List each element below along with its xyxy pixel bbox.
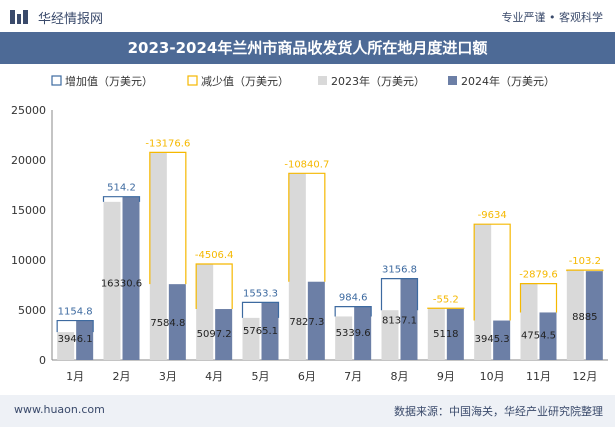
x-tick-label: 12月 bbox=[572, 370, 597, 383]
decrease-box bbox=[519, 283, 558, 313]
x-tick-label: 3月 bbox=[159, 370, 177, 383]
legend-label-increase: 增加值（万美元） bbox=[65, 74, 153, 88]
bar-2023 bbox=[335, 316, 353, 360]
value-label-2024: 5118 bbox=[433, 329, 458, 340]
increase-label: 3156.8 bbox=[382, 265, 417, 276]
legend-label-decrease: 减少值（万美元） bbox=[201, 75, 289, 88]
value-label-2024: 4754.5 bbox=[521, 331, 556, 342]
decrease-label: -13176.6 bbox=[145, 138, 190, 149]
bar-2024 bbox=[215, 309, 233, 360]
bar-2024 bbox=[168, 284, 186, 360]
decrease-label: -55.2 bbox=[433, 294, 459, 305]
value-label-2024: 7827.3 bbox=[289, 317, 324, 328]
legend-label-y2023: 2023年（万美元） bbox=[331, 74, 425, 88]
bar-2023 bbox=[103, 201, 121, 360]
x-tick-label: 1月 bbox=[66, 370, 84, 383]
decrease-label: -103.2 bbox=[569, 256, 601, 267]
chart-title: 2023-2024年兰州市商品收发货人所在地月度进口额 bbox=[127, 39, 488, 57]
footer-url: www.huaon.com bbox=[14, 403, 105, 416]
increase-label: 514.2 bbox=[107, 183, 136, 194]
legend-swatch-increase bbox=[51, 75, 62, 86]
legend: 增加值（万美元） 减少值（万美元） 2023年（万美元） 2024年（万美元） bbox=[51, 74, 555, 88]
y-tick-label: 0 bbox=[39, 354, 46, 367]
decrease-label: -4506.4 bbox=[195, 250, 234, 261]
footer-source: 数据来源：中国海关，华经产业研究院整理 bbox=[394, 405, 603, 418]
y-tick-label: 20000 bbox=[11, 154, 46, 167]
x-tick-label: 11月 bbox=[526, 370, 551, 383]
x-tick-label: 4月 bbox=[205, 370, 223, 383]
x-tick-label: 9月 bbox=[437, 370, 455, 383]
bar-2023 bbox=[381, 310, 399, 360]
increase-label: 984.6 bbox=[339, 293, 368, 304]
x-tick-label: 8月 bbox=[391, 370, 409, 383]
bar-2024 bbox=[261, 302, 279, 360]
y-tick-label: 15000 bbox=[11, 204, 46, 217]
decrease-box bbox=[195, 263, 233, 310]
value-label-2024: 7584.8 bbox=[150, 318, 185, 329]
title-bar: 2023-2024年兰州市商品收发货人所在地月度进口额 bbox=[0, 32, 615, 64]
increase-label: 1553.3 bbox=[243, 288, 278, 299]
decrease-box bbox=[566, 269, 604, 272]
legend-label-y2024: 2024年（万美元） bbox=[461, 74, 555, 88]
decrease-label: -10840.7 bbox=[284, 159, 329, 170]
footer-bar: www.huaon.com 数据来源：中国海关，华经产业研究院整理 bbox=[0, 395, 615, 427]
bar-2023 bbox=[427, 308, 445, 360]
bar-2024 bbox=[585, 271, 603, 360]
bar-2023 bbox=[474, 224, 492, 360]
bar-2023 bbox=[520, 283, 538, 360]
bar-2024 bbox=[122, 196, 140, 360]
decrease-box bbox=[288, 172, 326, 282]
bar-2023 bbox=[57, 332, 75, 360]
increase-box bbox=[241, 301, 280, 318]
bar-2024 bbox=[539, 312, 557, 360]
bar-2024 bbox=[76, 320, 94, 360]
bar-2024 bbox=[307, 281, 325, 360]
y-tick-label: 10000 bbox=[11, 254, 46, 267]
decrease-box bbox=[149, 151, 187, 285]
bar-2024 bbox=[400, 278, 418, 360]
value-label-2024: 8137.1 bbox=[382, 315, 417, 326]
value-label-2024: 5097.2 bbox=[197, 329, 232, 340]
bar-2023 bbox=[149, 152, 167, 360]
tagline: 专业严谨 • 客观科学 bbox=[501, 11, 603, 24]
value-label-2024: 3946.1 bbox=[58, 334, 93, 345]
decrease-box bbox=[427, 307, 465, 309]
bar-2024 bbox=[354, 306, 372, 360]
increase-box bbox=[102, 196, 141, 202]
value-label-2024: 3945.3 bbox=[475, 334, 510, 345]
x-tick-label: 7月 bbox=[344, 370, 362, 383]
y-tick-label: 25000 bbox=[11, 104, 46, 117]
increase-box bbox=[56, 319, 94, 333]
bar-2023 bbox=[566, 270, 584, 360]
x-tick-label: 6月 bbox=[298, 370, 316, 383]
value-label-2024: 5765.1 bbox=[243, 326, 278, 337]
decrease-box bbox=[473, 223, 511, 321]
legend-swatch-decrease bbox=[187, 75, 198, 86]
legend-swatch-2024 bbox=[448, 76, 457, 85]
bar-2023 bbox=[242, 317, 260, 360]
brand-name: 华经情报网 bbox=[38, 12, 104, 27]
value-label-2024: 5339.6 bbox=[336, 328, 371, 339]
y-tick-label: 5000 bbox=[18, 304, 46, 317]
legend-swatch-2023 bbox=[318, 76, 327, 85]
top-bar: 华经情报网 专业严谨 • 客观科学 bbox=[0, 0, 615, 32]
brand-logo-icon bbox=[10, 10, 28, 24]
x-tick-label: 10月 bbox=[480, 370, 505, 383]
x-tick-label: 5月 bbox=[252, 370, 270, 383]
bar-2023 bbox=[288, 173, 306, 360]
plot-area: 0 5000 10000 15000 20000 25000 1154.8 3946.1 1月 5… bbox=[11, 104, 608, 383]
decrease-label: -2879.6 bbox=[519, 270, 558, 281]
increase-box bbox=[334, 306, 372, 317]
x-tick-label: 2月 bbox=[113, 370, 131, 383]
chart: 增加值（万美元） 减少值（万美元） 2023年（万美元） 2024年（万美元） 0 50… bbox=[11, 74, 608, 383]
increase-label: 1154.8 bbox=[58, 307, 93, 318]
bar-2023 bbox=[196, 263, 214, 360]
bar-2024 bbox=[493, 320, 511, 360]
increase-box bbox=[380, 278, 419, 311]
decrease-label: -9634 bbox=[478, 210, 507, 221]
bar-2024 bbox=[446, 308, 464, 360]
value-label-2024: 16330.6 bbox=[101, 279, 142, 290]
value-label-2024: 8885 bbox=[572, 312, 597, 323]
